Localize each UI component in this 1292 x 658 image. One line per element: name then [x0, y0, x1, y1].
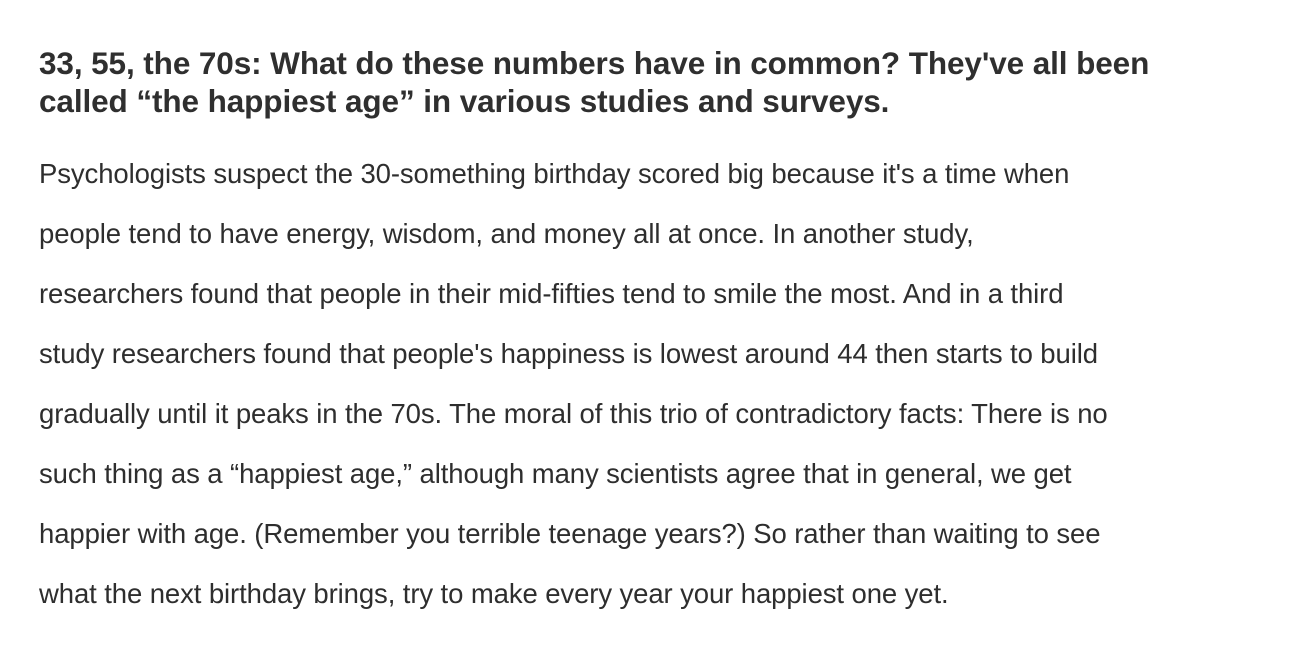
paragraph-line: such thing as a “happiest age,” although…: [39, 458, 1072, 489]
paragraph-line: researchers found that people in their m…: [39, 278, 1064, 309]
headline-line: called “the happiest age” in various stu…: [39, 83, 890, 119]
paragraph-line: study researchers found that people's ha…: [39, 338, 1098, 369]
article: 33, 55, the 70s: What do these numbers h…: [39, 44, 1279, 624]
paragraph-line: gradually until it peaks in the 70s. The…: [39, 398, 1108, 429]
paragraph-line: what the next birthday brings, try to ma…: [39, 578, 949, 609]
article-paragraph: Psychologists suspect the 30-something b…: [39, 144, 1279, 624]
headline-line: 33, 55, the 70s: What do these numbers h…: [39, 45, 1150, 81]
paragraph-line: Psychologists suspect the 30-something b…: [39, 158, 1070, 189]
paragraph-line: happier with age. (Remember you terrible…: [39, 518, 1101, 549]
article-headline: 33, 55, the 70s: What do these numbers h…: [39, 44, 1279, 120]
paragraph-line: people tend to have energy, wisdom, and …: [39, 218, 974, 249]
